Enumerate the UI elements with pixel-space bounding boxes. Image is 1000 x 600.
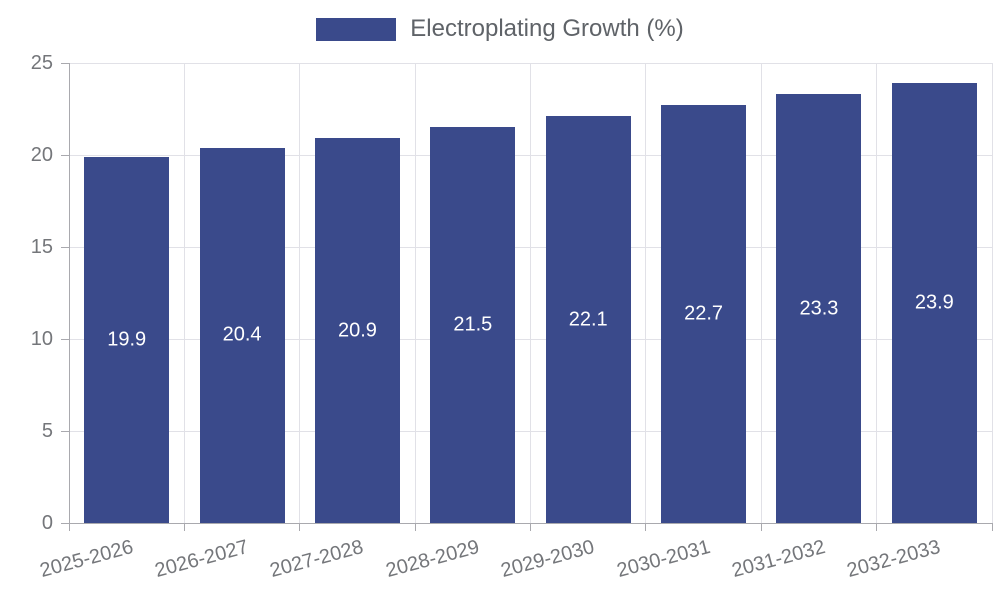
x-axis-tick: [530, 523, 531, 531]
bar[interactable]: [84, 156, 170, 523]
x-axis-tick: [299, 523, 301, 531]
x-axis-category-label: 2027-2028: [268, 536, 367, 583]
y-axis-tick: [61, 430, 69, 432]
bar-value-label: 21.5: [453, 313, 493, 336]
legend-label[interactable]: Electroplating Growth (%): [410, 15, 684, 42]
bar[interactable]: [661, 105, 747, 523]
bar[interactable]: [776, 94, 862, 523]
x-axis-tick: [991, 523, 993, 531]
bar-value-label: 20.9: [337, 319, 377, 342]
y-axis-tick: [61, 154, 69, 156]
x-axis-category-label: 2026-2027: [152, 536, 251, 583]
x-axis-category-label: 2030-2031: [614, 536, 713, 583]
bar-value-label: 22.7: [684, 302, 724, 325]
y-axis-line: [68, 63, 70, 523]
y-axis-tick-label: 0: [41, 512, 53, 534]
x-axis-tick: [760, 523, 762, 531]
x-axis-tick: [876, 523, 878, 531]
gridline-x: [299, 63, 301, 523]
y-axis-tick-label: 10: [30, 328, 53, 350]
bar[interactable]: [545, 116, 631, 523]
legend-swatch-icon[interactable]: [316, 17, 397, 41]
gridline-x: [760, 63, 762, 523]
gridline-x: [876, 63, 878, 523]
x-axis-category-label: 2031-2032: [729, 536, 828, 583]
x-axis-tick: [68, 523, 70, 531]
bar-value-label: 23.9: [914, 291, 954, 314]
x-axis-tick: [645, 523, 647, 531]
x-axis-category-label: 2032-2033: [844, 536, 944, 583]
x-axis-category-label: 2029-2030: [498, 536, 597, 583]
x-axis-tick: [183, 523, 185, 531]
x-axis-category-label: 2025-2026: [37, 536, 136, 583]
gridline-x: [645, 63, 647, 523]
y-axis-tick: [61, 522, 69, 524]
x-axis-tick: [414, 523, 416, 531]
bar[interactable]: [199, 147, 285, 523]
y-axis-tick-label: 20: [30, 144, 53, 166]
bar[interactable]: [430, 127, 516, 523]
y-axis-tick-label: 25: [30, 52, 53, 74]
gridline-x: [991, 63, 993, 523]
gridline-x: [530, 63, 531, 523]
y-axis-tick: [61, 338, 69, 340]
gridline-x: [183, 63, 185, 523]
bar-value-label: 23.3: [799, 297, 839, 320]
x-axis-category-label: 2028-2029: [383, 536, 482, 583]
legend[interactable]: Electroplating Growth (%): [0, 15, 1000, 43]
y-axis-tick: [61, 62, 69, 64]
y-axis-tick-label: 15: [30, 236, 53, 258]
gridline-x: [414, 63, 416, 523]
bar-value-label: 20.4: [222, 323, 262, 346]
bar-value-label: 22.1: [568, 308, 608, 331]
y-axis-tick: [61, 246, 69, 248]
bar[interactable]: [314, 138, 400, 523]
bar[interactable]: [891, 83, 977, 523]
y-axis-tick-label: 5: [41, 420, 53, 442]
bar-value-label: 19.9: [107, 328, 147, 351]
